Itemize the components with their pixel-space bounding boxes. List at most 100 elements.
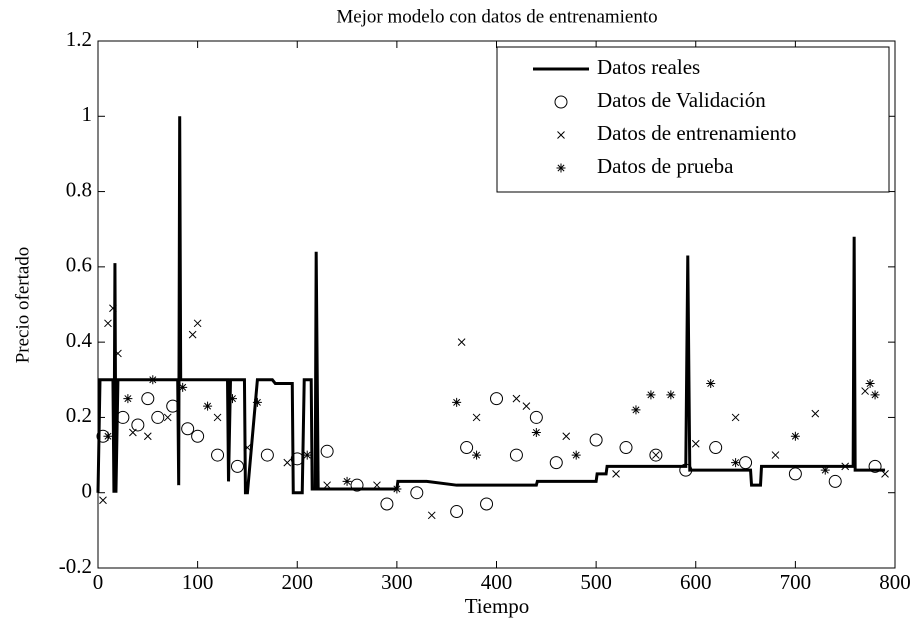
data-point-shape bbox=[141, 392, 155, 406]
data-point bbox=[460, 441, 474, 455]
data-point-shape bbox=[460, 441, 474, 455]
data-point bbox=[820, 465, 830, 475]
data-point bbox=[342, 476, 352, 486]
data-point-shape bbox=[706, 379, 716, 389]
x-tick-label: 300 bbox=[381, 570, 413, 594]
data-point bbox=[870, 390, 880, 400]
data-point bbox=[706, 379, 716, 389]
data-point-shape bbox=[213, 413, 222, 422]
data-point-shape bbox=[666, 390, 676, 400]
data-point-shape bbox=[679, 463, 693, 477]
data-point-shape bbox=[562, 432, 571, 441]
data-point bbox=[243, 443, 252, 452]
data-point-shape bbox=[227, 394, 237, 404]
data-point-shape bbox=[230, 459, 244, 473]
data-point-shape bbox=[148, 375, 158, 385]
data-point bbox=[480, 497, 494, 511]
data-point-shape bbox=[480, 497, 494, 511]
data-point bbox=[631, 405, 641, 415]
data-point-shape bbox=[114, 349, 122, 358]
data-point-shape bbox=[260, 448, 274, 462]
data-point bbox=[188, 330, 197, 339]
data-point bbox=[129, 428, 137, 437]
data-point bbox=[679, 463, 693, 477]
data-point-shape bbox=[512, 394, 521, 403]
data-point bbox=[178, 382, 188, 392]
x-tick-label: 800 bbox=[879, 570, 911, 594]
data-point bbox=[868, 459, 882, 473]
x-axis-label: Tiempo bbox=[465, 594, 530, 618]
y-tick-label: 1.2 bbox=[66, 27, 92, 51]
data-point-shape bbox=[203, 401, 213, 411]
data-point bbox=[865, 379, 875, 389]
data-point bbox=[323, 481, 331, 490]
data-point bbox=[731, 413, 740, 422]
x-tick-label: 600 bbox=[680, 570, 712, 594]
data-point bbox=[141, 392, 155, 406]
data-point bbox=[828, 474, 842, 488]
data-point-shape bbox=[612, 470, 620, 478]
y-tick-label: -0.2 bbox=[59, 554, 92, 578]
data-point-shape bbox=[522, 402, 531, 410]
y-tick-label: 0.8 bbox=[66, 177, 92, 201]
data-point bbox=[114, 349, 122, 358]
x-tick-label: 100 bbox=[182, 570, 214, 594]
data-point bbox=[230, 459, 244, 473]
data-point-shape bbox=[731, 413, 740, 422]
data-point-shape bbox=[181, 422, 195, 436]
data-point bbox=[143, 432, 152, 441]
data-point-shape bbox=[193, 319, 202, 328]
data-point bbox=[811, 409, 820, 418]
data-point bbox=[320, 444, 334, 458]
data-point bbox=[427, 511, 436, 520]
data-point bbox=[99, 496, 107, 505]
data-point-shape bbox=[811, 409, 820, 418]
data-point bbox=[646, 390, 656, 400]
data-point bbox=[512, 394, 521, 403]
data-point bbox=[109, 304, 117, 313]
data-point-shape bbox=[509, 448, 523, 462]
x-tick-label: 700 bbox=[780, 570, 812, 594]
y-tick-label: 1 bbox=[82, 102, 93, 126]
data-point bbox=[290, 452, 304, 466]
legend-label: Datos reales bbox=[597, 55, 700, 79]
data-point bbox=[619, 441, 633, 455]
data-point bbox=[181, 422, 195, 436]
data-point bbox=[881, 470, 889, 478]
legend-marker bbox=[556, 163, 566, 173]
data-point bbox=[472, 450, 482, 460]
data-point-shape bbox=[549, 456, 563, 470]
data-point-shape bbox=[302, 450, 312, 460]
data-point-shape bbox=[649, 448, 663, 462]
data-point bbox=[163, 413, 172, 422]
data-point-shape bbox=[771, 451, 780, 459]
data-point-shape bbox=[143, 432, 152, 441]
data-point bbox=[452, 397, 462, 407]
data-point-shape bbox=[129, 428, 137, 437]
data-point-shape bbox=[320, 444, 334, 458]
data-point-shape bbox=[531, 427, 541, 437]
data-point bbox=[193, 319, 202, 328]
data-point bbox=[841, 462, 850, 471]
data-point bbox=[116, 410, 130, 424]
data-point bbox=[123, 394, 133, 404]
data-point bbox=[652, 451, 660, 459]
x-tick-label: 200 bbox=[282, 570, 314, 594]
data-point-shape bbox=[841, 462, 850, 471]
data-point-shape bbox=[450, 505, 464, 519]
data-point-shape bbox=[452, 397, 462, 407]
data-point bbox=[166, 399, 180, 413]
data-point bbox=[410, 486, 424, 500]
data-point-shape bbox=[709, 441, 723, 455]
data-point-shape bbox=[151, 410, 165, 424]
legend-marker-shape bbox=[554, 95, 568, 109]
data-point-shape bbox=[646, 390, 656, 400]
data-point-shape bbox=[790, 431, 800, 441]
data-point-shape bbox=[323, 481, 331, 490]
data-point-shape bbox=[392, 484, 402, 494]
data-point bbox=[788, 467, 802, 481]
data-point bbox=[260, 448, 274, 462]
data-point-shape bbox=[131, 418, 145, 432]
x-tick-label: 400 bbox=[481, 570, 513, 594]
